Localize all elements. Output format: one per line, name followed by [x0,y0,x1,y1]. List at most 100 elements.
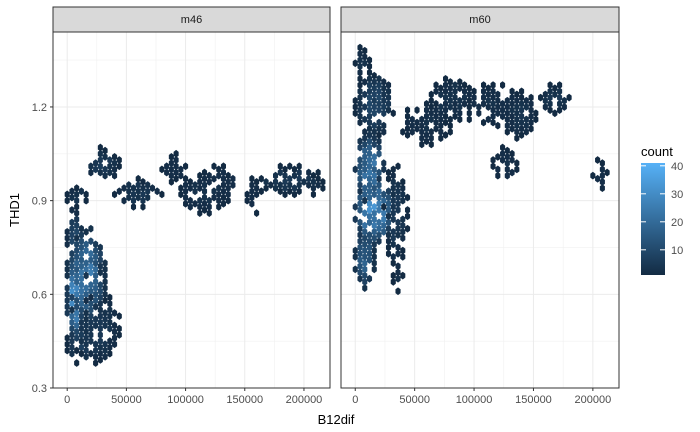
hexbin-cell [504,115,510,124]
hexbin-cell [197,203,203,211]
hexbin-cell [357,174,363,183]
hexbin-cell [447,103,453,111]
hexbin-cell [69,268,75,277]
hexbin-cell [69,256,75,264]
hexbin-cell [371,234,377,242]
hexbin-cell [130,203,137,211]
hexbin-cell [376,193,382,202]
hexbin-cell [352,165,358,174]
hexbin-cell [381,84,387,93]
hexbin-cell [599,159,605,168]
hexbin-cell [93,290,99,299]
hexbin-cell [83,309,89,317]
hexbin-cell [168,153,174,161]
hexbin-cell [149,184,155,193]
hexbin-cell [112,309,118,317]
hexbin-cell [102,321,108,330]
hexbin-cell [88,324,94,333]
hexbin-cell [310,178,316,186]
hexbin-cell [381,196,387,205]
hexbin-cell [495,109,501,118]
hexbin-cell [490,99,496,108]
hexbin-cell [357,137,363,146]
hexbin-cell [273,171,279,180]
hexbin-cell [216,203,222,211]
hexbin-cell [69,312,75,321]
hexbin-cell [371,184,377,193]
hexbin-cell [400,271,406,280]
hexbin-cell [428,134,434,143]
hexbin-cell [438,115,444,124]
x-tick-label: 50000 [111,394,142,406]
hexbin-cell [296,181,302,189]
hexbin-cell [362,221,368,230]
hexbin-cell [385,87,392,96]
hexbin-cell [74,221,80,230]
hexbin-cell [93,252,99,261]
hexbin-cell [366,212,373,221]
hexbin-cell [362,246,368,255]
hexbin-cell [112,340,118,349]
hexbin-cell [495,121,501,130]
hexbin-cell [126,193,132,202]
hexbin-cell [282,190,288,199]
hexbin-cell [381,128,387,136]
hexbin-cell [201,193,208,202]
hexbin-cell [452,81,458,89]
hexbin-cell [201,181,208,189]
hexbin-cell [509,112,515,121]
panel-m60: m60 [340,6,620,389]
hexbin-cell [519,131,525,139]
hexbin-cell [385,193,392,202]
hexbin-cell [135,193,141,202]
hexbin-cell [376,106,382,114]
hexbin-cell [443,99,449,108]
hexbin-cell [404,124,411,133]
hexbin-cell [64,190,70,199]
hexbin-cell [462,93,468,102]
hexbin-cell [438,134,444,143]
hexbin-cell [145,187,151,196]
hexbin-cell [83,246,89,255]
hexbin-cell [83,346,89,355]
hexbin-cell [225,184,231,193]
hexbin-cell [277,162,283,171]
hexbin-cell [173,149,179,158]
hexbin-cell [547,99,553,108]
hexbin-cell [519,106,525,114]
hexbin-cell [485,115,491,124]
hexbin-cell [457,103,463,111]
hexbin-cell [225,196,231,205]
hexbin-cell [366,199,373,208]
hexbin-cell [519,99,525,108]
hexbin-cell [462,87,468,96]
hexbin-cell [357,99,363,108]
hexbin-cell [244,190,250,199]
hexbin-cell [433,99,439,108]
hexbin-cell [557,81,563,89]
hexbin-cell [514,121,520,130]
hexbin-cell [428,109,434,118]
hexbin-cell [376,93,382,102]
hexbin-cell [291,190,298,199]
hexbin-cell [88,312,94,321]
hexbin-cell [273,184,279,193]
hexbin-cell [395,224,401,233]
hexbin-cell [362,115,368,124]
hexbin-cell [254,209,260,217]
hexbin-cell [362,190,368,199]
hexbin-cell [466,109,472,118]
hexbin-cell [376,118,382,127]
hexbin-cell [433,87,439,96]
hexbin-cell [504,159,510,168]
hexbin-cell [93,359,99,367]
hexbin-cell [366,149,373,158]
hexbin-cell [74,259,80,267]
hexbin-cell [315,168,321,177]
hexbin-cell [390,240,396,249]
hexbin-cell [357,231,363,239]
hexbin-cell [366,87,373,96]
hexbin-cell [366,118,373,127]
hexbin-cell [140,196,146,205]
hexbin-cell [74,252,80,261]
